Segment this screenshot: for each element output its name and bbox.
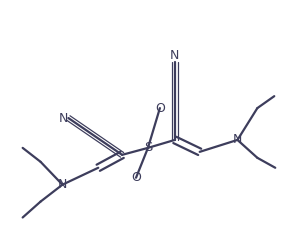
Text: N: N xyxy=(170,49,179,62)
Text: N: N xyxy=(59,112,68,124)
Text: O: O xyxy=(155,102,165,115)
Text: S: S xyxy=(144,141,152,154)
Text: N: N xyxy=(58,178,67,191)
Text: N: N xyxy=(233,133,242,146)
Text: O: O xyxy=(131,171,141,184)
